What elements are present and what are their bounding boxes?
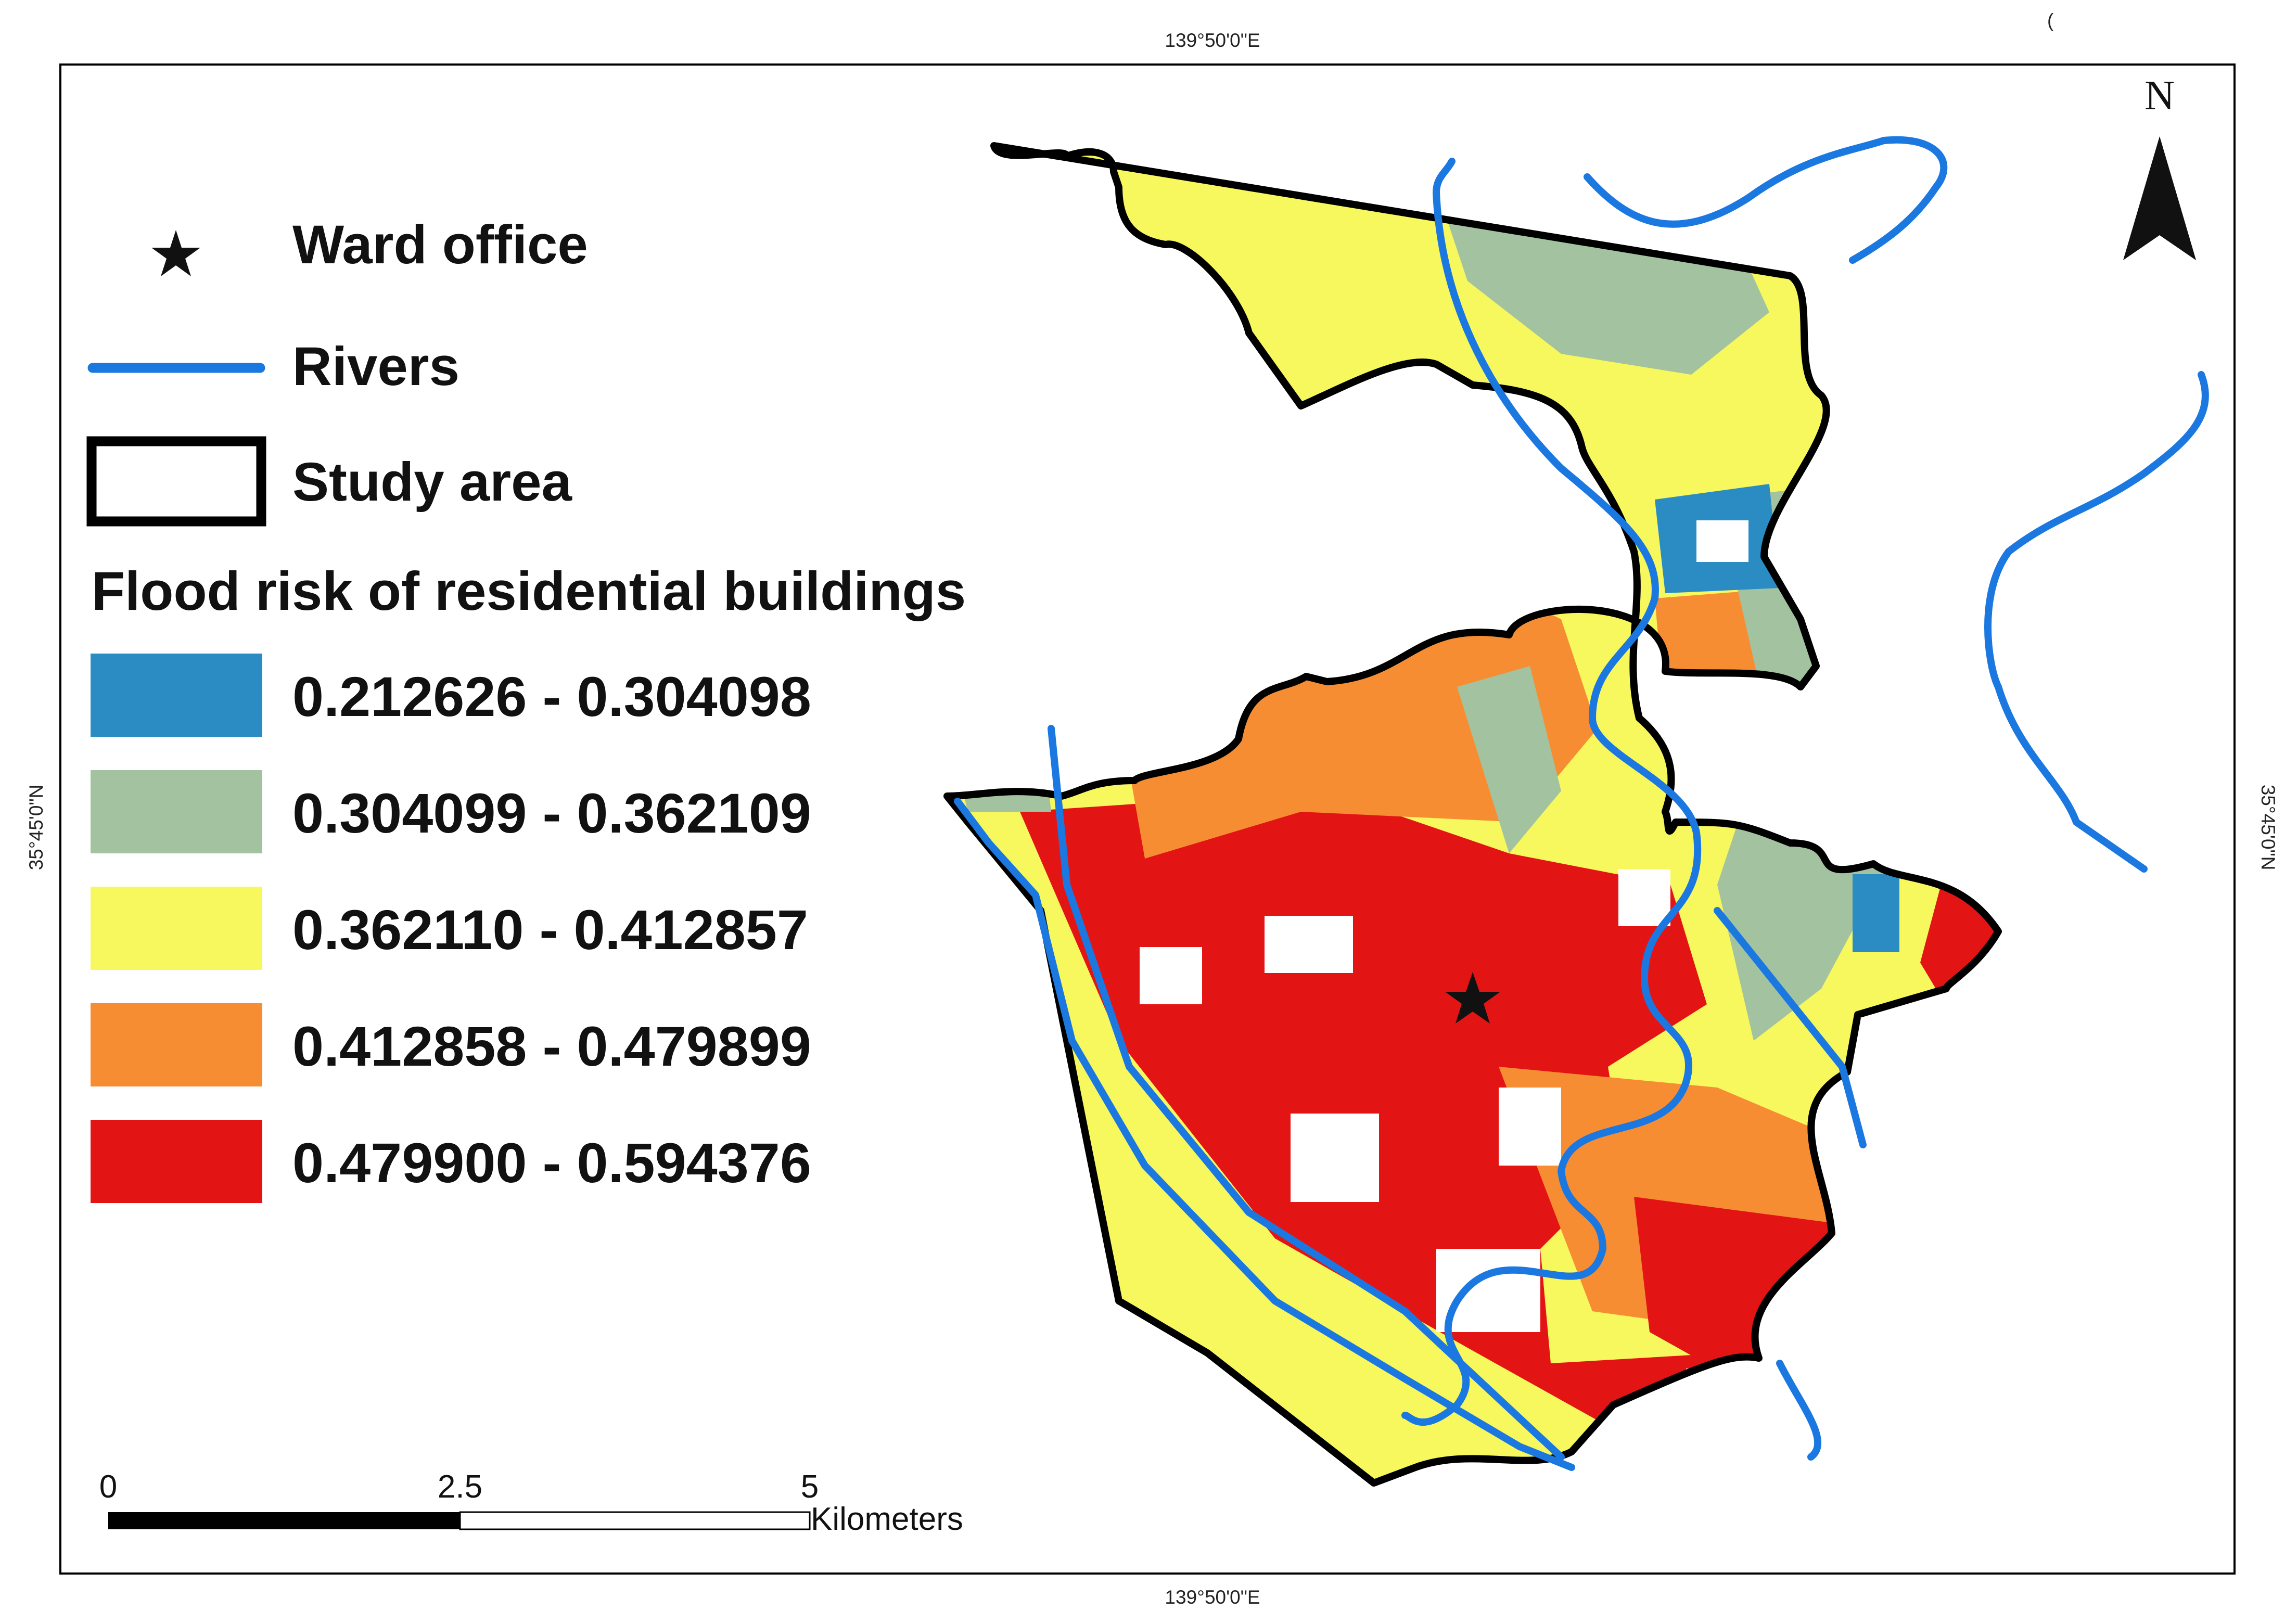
legend-study-area-swatch (86, 436, 266, 527)
rivers (954, 136, 2209, 1471)
legend-class-4-swatch (91, 1003, 262, 1086)
ward-office-star-icon (1445, 972, 1500, 1024)
legend-flood-risk-title: Flood risk of residential buildings (92, 561, 966, 622)
legend-class-5-label: 0.479900 - 0.594376 (292, 1131, 811, 1194)
river-nakagawa (1714, 907, 1867, 1148)
legend: Ward office Rivers Study area Flood risk… (86, 214, 966, 1203)
nonresidential-gap (1140, 947, 1202, 1004)
nonresidential-gap (1436, 1249, 1540, 1332)
river-arakawa (1401, 158, 1702, 1426)
nonresidential-gap (1499, 1088, 1561, 1166)
nonresidential-gap (1265, 916, 1353, 973)
legend-class-2-swatch (91, 770, 262, 853)
scale-bar: 0 2.5 5 Kilometers (99, 1469, 963, 1537)
legend-class-5-swatch (91, 1120, 262, 1203)
legend-class-1-label: 0.212626 - 0.304098 (292, 665, 811, 728)
river-east-bend (1584, 136, 1948, 264)
legend-rivers-label: Rivers (292, 336, 459, 397)
legend-study-area-label: Study area (292, 452, 572, 513)
corner-mark: ( (2047, 10, 2054, 31)
north-arrow-highlight (2160, 136, 2196, 260)
north-arrow-icon: N (2123, 73, 2196, 260)
top-longitude-label: 139°50'0"E (1165, 30, 1260, 51)
legend-class-1-swatch (91, 654, 262, 737)
bottom-longitude-label: 139°50'0"E (1165, 1587, 1260, 1608)
legend-star-icon (151, 230, 200, 276)
river-west-channel (954, 798, 1575, 1471)
nonresidential-gap (1618, 869, 1670, 926)
legend-ward-office-label: Ward office (292, 214, 588, 275)
left-latitude-label: 35°45'0"N (25, 785, 47, 871)
scale-unit-label: Kilometers (811, 1501, 963, 1537)
risk-zone-green-center (1457, 666, 1561, 853)
legend-class-3-swatch (91, 887, 262, 970)
river-south-channel (1776, 1360, 1822, 1461)
scale-bar-white-segment (459, 1511, 811, 1530)
risk-zone-red-core (1020, 791, 1821, 1447)
river-east-channel (1984, 371, 2209, 873)
nonresidential-gap (1696, 520, 1748, 562)
legend-class-3-label: 0.362110 - 0.412857 (292, 898, 808, 961)
river-inner-channel (1048, 725, 1565, 1461)
scale-tick-2-5: 2.5 (438, 1469, 482, 1505)
risk-zone-blue-east (1853, 874, 1899, 952)
north-label: N (2144, 73, 2175, 119)
scale-tick-0: 0 (99, 1469, 117, 1505)
risk-zone-orange-west (1114, 567, 1598, 859)
scale-bar-black-segment (108, 1512, 460, 1529)
legend-class-2-label: 0.304099 - 0.362109 (292, 782, 811, 845)
scale-tick-5: 5 (801, 1469, 819, 1505)
right-latitude-label: 35°45'0"N (2257, 785, 2279, 871)
nonresidential-gap (1291, 1114, 1379, 1202)
legend-class-4-label: 0.412858 - 0.479899 (292, 1015, 811, 1078)
